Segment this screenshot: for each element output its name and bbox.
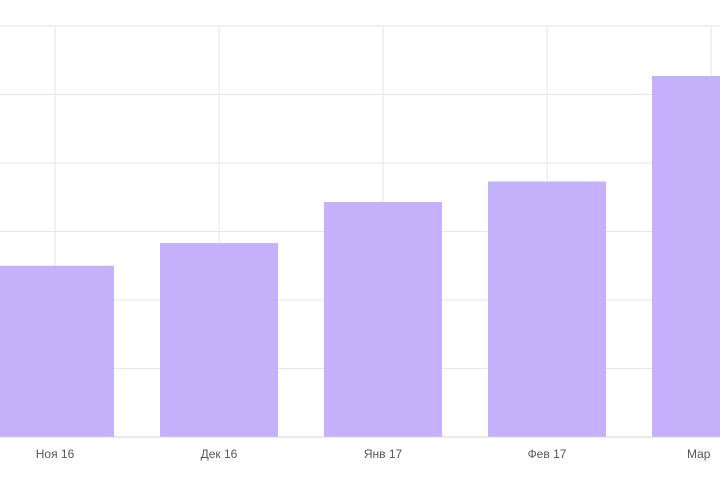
x-tick-label: Мар bbox=[687, 447, 711, 461]
bar bbox=[488, 181, 606, 437]
bar bbox=[160, 243, 278, 437]
bar bbox=[324, 202, 442, 437]
x-tick-label: Ноя 16 bbox=[36, 447, 75, 461]
x-axis-labels: Ноя 16 Дек 16 Янв 17 Фев 17 Мар bbox=[36, 447, 711, 461]
chart-bars bbox=[0, 76, 720, 437]
bar bbox=[0, 265, 114, 437]
x-tick-label: Фев 17 bbox=[528, 447, 567, 461]
x-tick-label: Янв 17 bbox=[364, 447, 403, 461]
bar bbox=[652, 76, 720, 437]
x-tick-label: Дек 16 bbox=[201, 447, 238, 461]
